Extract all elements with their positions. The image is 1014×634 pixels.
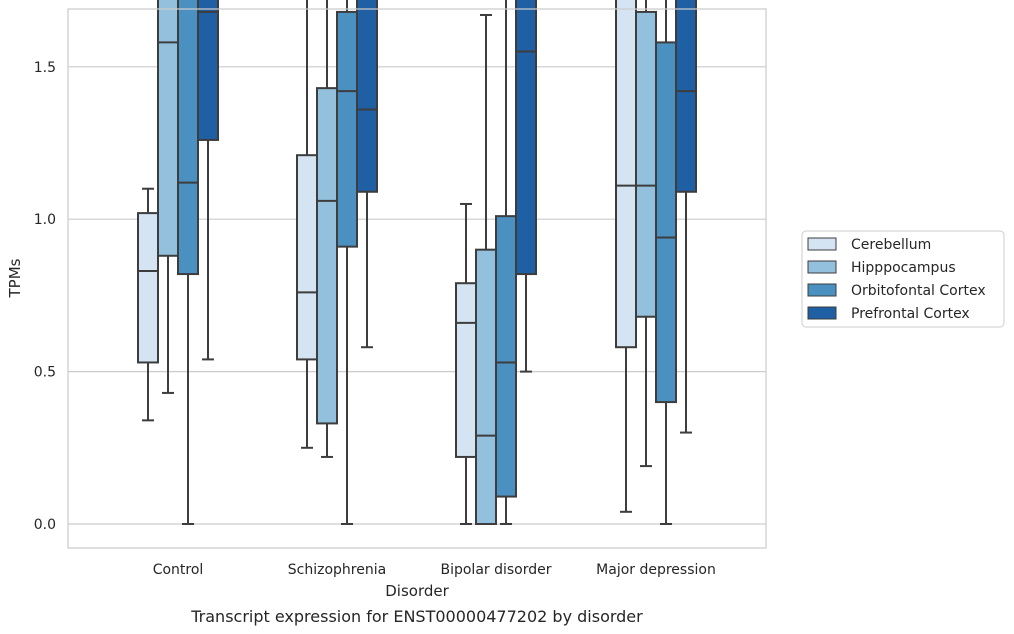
box-group [615, 0, 637, 513]
legend-frame [801, 230, 1005, 328]
y-tick-label: 1.5 [34, 60, 56, 76]
box [316, 87, 338, 425]
legend-swatch [807, 237, 837, 251]
x-tick-labels: Control Schizophrenia Bipolar disorder Majo… [153, 562, 716, 578]
y-tick-label: 0.5 [34, 365, 56, 381]
box-group [336, 0, 358, 525]
box [356, 0, 378, 193]
x-tick-label: Major depression [596, 562, 716, 578]
box [296, 154, 318, 361]
box [197, 0, 219, 141]
box [137, 212, 159, 364]
box [495, 215, 517, 498]
box-group [197, 0, 219, 361]
legend-label: Prefrontal Cortex [851, 306, 970, 322]
y-axis-label: TPMs [6, 258, 24, 298]
x-tick-label: Schizophrenia [288, 562, 386, 578]
box-group [655, 0, 677, 525]
box [455, 282, 477, 458]
box [177, 0, 199, 276]
box-group [515, 0, 537, 373]
legend-swatch [807, 260, 837, 274]
box-group [356, 0, 378, 349]
y-tick-label: 1.0 [34, 212, 56, 228]
x-axis-label: Disorder [385, 582, 449, 600]
chart-caption: Transcript expression for ENST0000047720… [190, 607, 643, 626]
box-group [495, 0, 517, 525]
box-group [455, 202, 477, 525]
box [157, 0, 179, 257]
box-group [177, 0, 199, 525]
box [615, 0, 637, 349]
box-group [475, 13, 497, 525]
legend: Cerebellum Hipppocampus Orbitofontal Corte… [801, 230, 1005, 328]
legend-label: Cerebellum [851, 237, 931, 253]
plot-frame [67, 8, 767, 549]
x-tick-label: Bipolar disorder [440, 562, 551, 578]
box [475, 248, 497, 525]
box-group [675, 0, 697, 434]
box-group [635, 0, 657, 468]
box [635, 10, 657, 318]
legend-label: Orbitofontal Cortex [851, 283, 986, 299]
box-group [137, 187, 159, 422]
legend-label: Hipppocampus [851, 260, 956, 276]
box-group [316, 0, 338, 458]
box [655, 41, 677, 404]
box-groups [137, 0, 697, 525]
y-tick-labels: 0.00.51.01.52.02.53.0 [34, 60, 56, 533]
box-group [157, 0, 179, 394]
box [675, 0, 697, 193]
x-tick-label: Control [153, 562, 204, 578]
legend-swatch [807, 306, 837, 320]
y-tick-label: 0.0 [34, 517, 56, 533]
box [336, 10, 358, 248]
box [515, 0, 537, 276]
legend-swatch [807, 283, 837, 297]
